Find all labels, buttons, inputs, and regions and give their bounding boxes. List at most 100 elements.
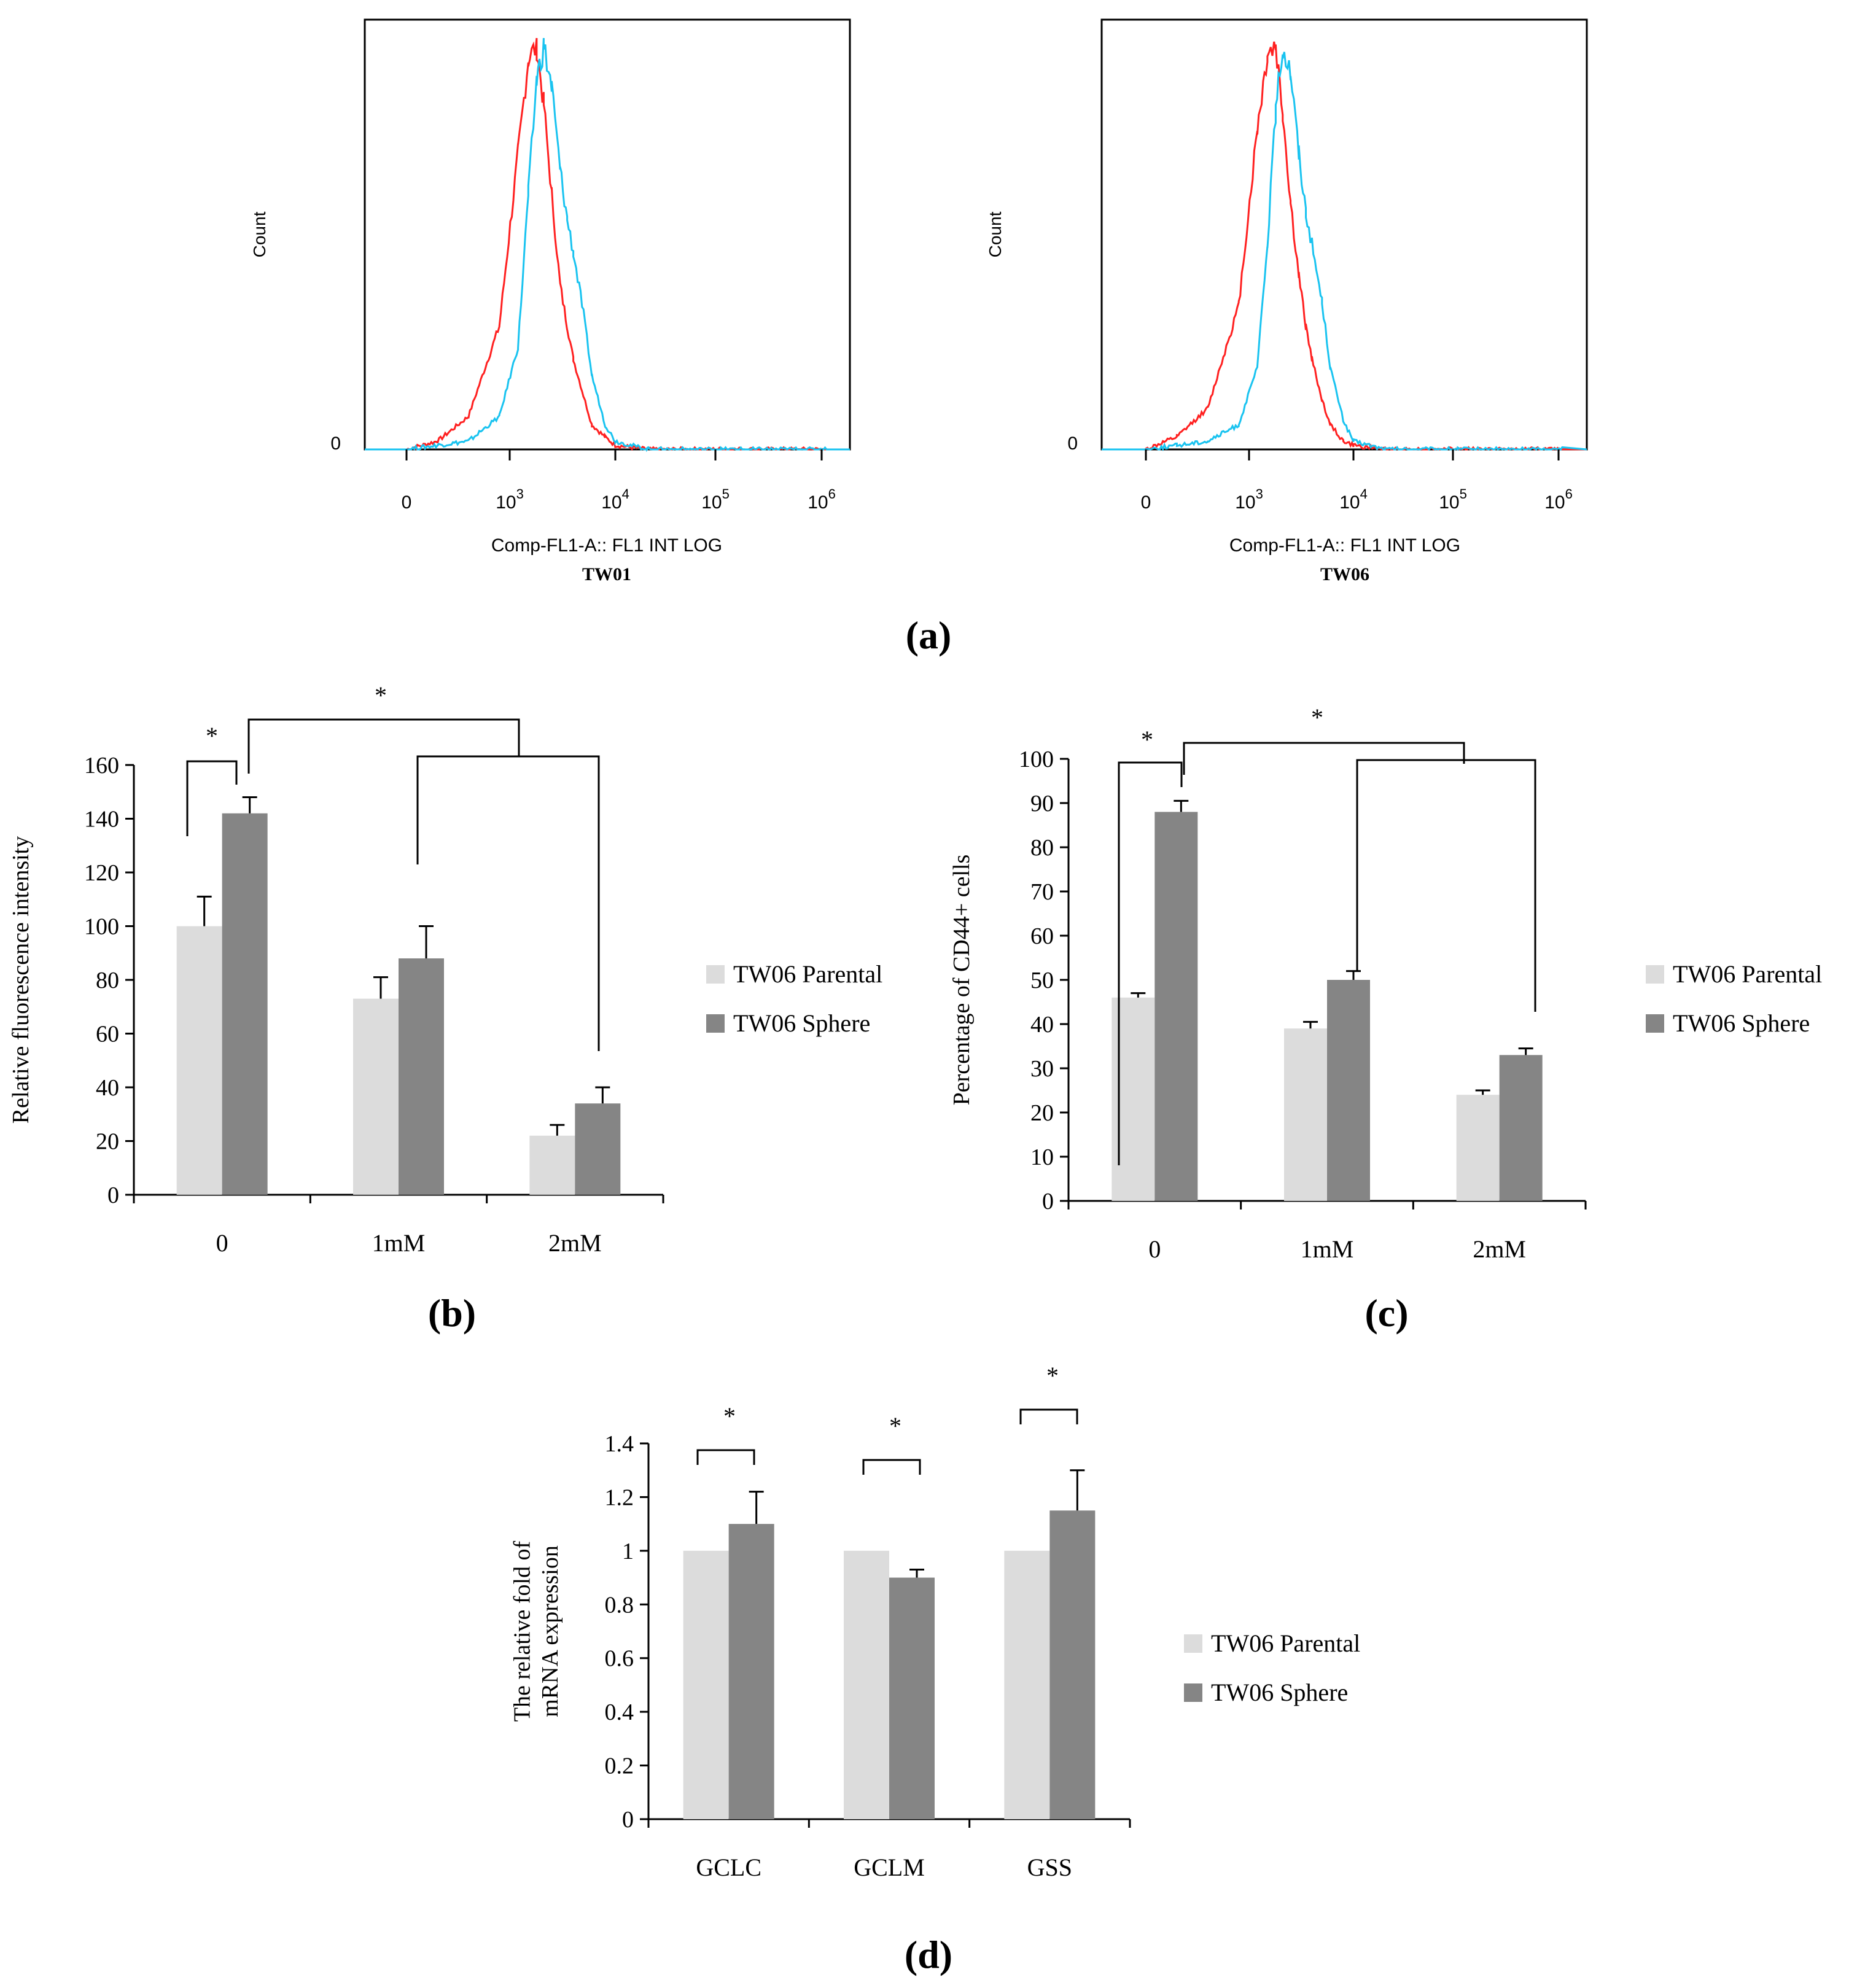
significance-asterisk: *: [1311, 704, 1323, 731]
legend-label: TW06 Parental: [733, 960, 882, 988]
x-tick-label: GSS: [1027, 1854, 1072, 1881]
y-axis-label: Percentage of CD44+ cells: [949, 855, 975, 1106]
significance-asterisk: *: [723, 1402, 736, 1430]
legend-label: TW06 Sphere: [1211, 1679, 1348, 1706]
legend-swatch-parental: [1646, 965, 1664, 984]
panel-label-b: (b): [428, 1291, 476, 1335]
bar-sphere: [1327, 980, 1370, 1201]
y-tick-label: 0.6: [605, 1646, 634, 1672]
histogram-subtitle: TW06: [1320, 564, 1369, 584]
y-tick-label: 160: [84, 753, 119, 779]
significance-asterisk: *: [1046, 1362, 1059, 1389]
y-tick-label: 60: [96, 1022, 119, 1047]
bar-parental: [683, 1550, 729, 1819]
bar-sphere: [889, 1577, 935, 1819]
legend-label: TW06 Parental: [1673, 960, 1822, 988]
bar-sphere: [1154, 812, 1198, 1201]
y-axis-label: Count: [250, 211, 269, 257]
y-tick-label: 80: [96, 968, 119, 993]
x-tick-label: 2mM: [548, 1229, 602, 1257]
y-tick-label: 50: [1030, 968, 1054, 993]
y-tick-label: 100: [1019, 747, 1054, 772]
bar-sphere: [222, 813, 268, 1195]
bar-sphere: [399, 958, 444, 1195]
y-tick-label-0: 0: [330, 433, 341, 454]
x-axis-label: Comp-FL1-A:: FL1 INT LOG: [491, 535, 722, 556]
y-tick-label: 30: [1030, 1056, 1054, 1082]
series-line-control: [1102, 41, 1587, 451]
significance-asterisk: *: [1141, 726, 1153, 753]
significance-bracket: [862, 1459, 921, 1475]
bar-chart-b: 0 20 40 60 80 100 120 140 160 0 1mM 2mM Relative flu…: [8, 681, 882, 1257]
y-tick-label: 140: [84, 807, 119, 833]
x-tick-label-0: 0: [1141, 492, 1151, 513]
histogram-frame: [1100, 18, 1588, 451]
x-tick-label: 0: [216, 1229, 228, 1257]
significance-bracket: [696, 1449, 755, 1465]
y-tick-label: 0.4: [605, 1699, 634, 1725]
x-tick-label: 0: [1148, 1235, 1161, 1263]
bar-chart-c: 0 10 20 30 40 50 60 70 80 90 100 0 1mM 2mM Percentage …: [949, 704, 1822, 1263]
y-tick-label-0: 0: [1067, 433, 1078, 454]
bar-parental: [844, 1550, 889, 1819]
bar-sphere: [728, 1524, 774, 1819]
significance-bracket: [1356, 759, 1536, 1012]
y-tick-label: 0: [107, 1182, 119, 1208]
y-tick-label: 1.2: [605, 1485, 634, 1510]
bar-parental: [1284, 1028, 1327, 1201]
bar-parental: [1456, 1095, 1500, 1201]
legend-label: TW06 Sphere: [733, 1009, 870, 1037]
panel-label-a: (a): [906, 613, 952, 657]
y-tick-label: 20: [96, 1129, 119, 1155]
y-tick-label: 40: [96, 1075, 119, 1101]
bar-chart-d: 0 0.2 0.4 0.6 0.8 1 1.2 1.4 GCLC GCLM GSS The relat…: [509, 1362, 1360, 1881]
y-tick-label: 10: [1030, 1144, 1054, 1170]
significance-bracket: [1183, 742, 1465, 775]
y-tick-label: 1.4: [605, 1431, 634, 1457]
histogram-tw06: Count 0 0 103 104 105 106 Comp-FL1-A:: F…: [986, 18, 1588, 584]
y-tick-label: 100: [84, 914, 119, 940]
significance-bracket: [186, 760, 238, 836]
y-tick-label: 0.2: [605, 1753, 634, 1779]
y-tick-label: 60: [1030, 923, 1054, 949]
histogram-frame: [364, 18, 851, 451]
x-axis-label: Comp-FL1-A:: FL1 INT LOG: [1229, 535, 1460, 556]
y-tick-label: 1: [622, 1539, 634, 1564]
y-tick-label: 70: [1030, 879, 1054, 905]
x-tick-label-0: 0: [402, 492, 412, 513]
y-tick-label: 80: [1030, 835, 1054, 861]
series-line-sample: [365, 37, 850, 452]
x-tick-label: GCLM: [854, 1854, 925, 1881]
y-axis-label: Count: [986, 211, 1005, 257]
legend-swatch-sphere: [1184, 1683, 1202, 1702]
bar-sphere: [1499, 1055, 1543, 1201]
legend-label: TW06 Parental: [1211, 1629, 1360, 1657]
y-tick-label: 20: [1030, 1100, 1054, 1126]
significance-asterisk: *: [375, 681, 387, 709]
significance-bracket: [416, 755, 600, 1051]
bar-parental: [176, 926, 222, 1195]
bar-sphere: [1049, 1510, 1096, 1819]
x-tick-label: 2mM: [1473, 1235, 1526, 1263]
bar-sphere: [575, 1103, 621, 1195]
significance-bracket: [247, 718, 520, 774]
significance-asterisk: *: [889, 1412, 901, 1440]
legend-label: TW06 Sphere: [1673, 1009, 1810, 1037]
x-tick-label: 1mM: [1301, 1235, 1354, 1263]
x-tick-label: 1mM: [372, 1229, 426, 1257]
bar-parental: [353, 998, 399, 1195]
significance-asterisk: *: [206, 722, 218, 750]
bar-parental: [529, 1135, 575, 1195]
y-axis-label: Relative fluorescence intensity: [8, 836, 34, 1124]
y-tick-label: 0: [622, 1807, 634, 1833]
significance-bracket: [1118, 761, 1183, 1165]
panel-label-c: (c): [1365, 1291, 1408, 1335]
legend-swatch-sphere: [706, 1014, 725, 1033]
y-tick-label: 120: [84, 860, 119, 886]
bar-parental: [1004, 1550, 1050, 1819]
legend-swatch-parental: [706, 965, 725, 984]
panel-label-d: (d): [905, 1933, 952, 1976]
y-axis-label: The relative fold ofmRNA expression: [509, 1540, 563, 1722]
legend-swatch-sphere: [1646, 1014, 1664, 1033]
